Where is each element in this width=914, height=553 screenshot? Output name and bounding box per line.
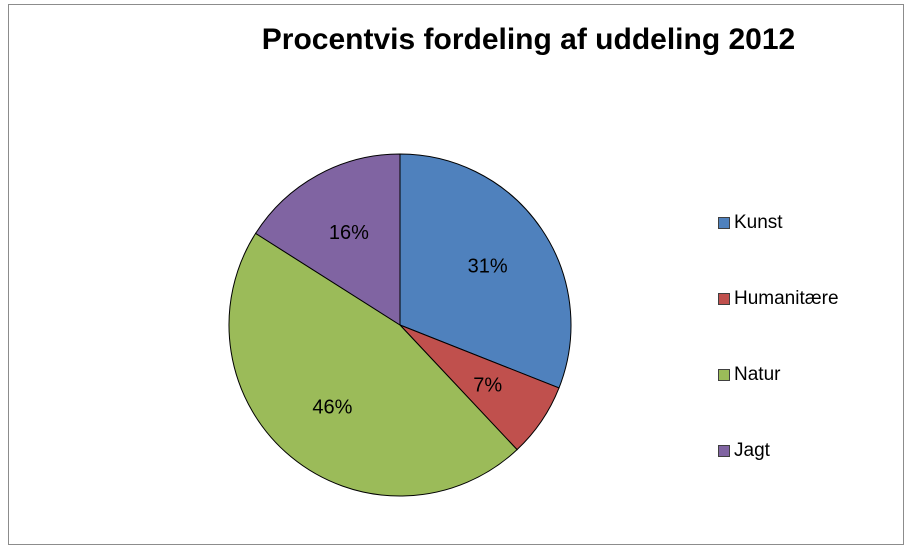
legend-swatch	[718, 369, 730, 381]
pie-slice-jagt	[254, 153, 401, 326]
legend-label: Kunst	[734, 212, 783, 233]
data-label-kunst: 31%	[468, 255, 508, 277]
legend-label: Natur	[734, 364, 781, 385]
data-label-natur: 46%	[312, 397, 352, 419]
pie-slice-natur	[228, 232, 518, 497]
legend-label: Humanitære	[734, 288, 839, 309]
legend-item-jagt: Jagt	[718, 440, 770, 462]
legend-swatch	[718, 445, 730, 457]
legend-item-kunst: Kunst	[718, 212, 783, 234]
data-label-jagt: 16%	[329, 222, 369, 244]
legend-label: Jagt	[734, 440, 770, 461]
pie-slices	[228, 153, 572, 497]
chart-title: Procentvis fordeling af uddeling 2012	[261, 23, 796, 56]
pie-slice-labels: 31% 7% 46% 16%	[312, 222, 508, 419]
legend-item-humanitaere: Humanitære	[718, 288, 839, 310]
legend-swatch	[718, 293, 730, 305]
data-label-humanitaere: 7%	[473, 375, 502, 397]
legend-swatch	[718, 217, 730, 229]
legend-item-natur: Natur	[718, 364, 780, 386]
pie-slice-kunst	[399, 153, 572, 389]
